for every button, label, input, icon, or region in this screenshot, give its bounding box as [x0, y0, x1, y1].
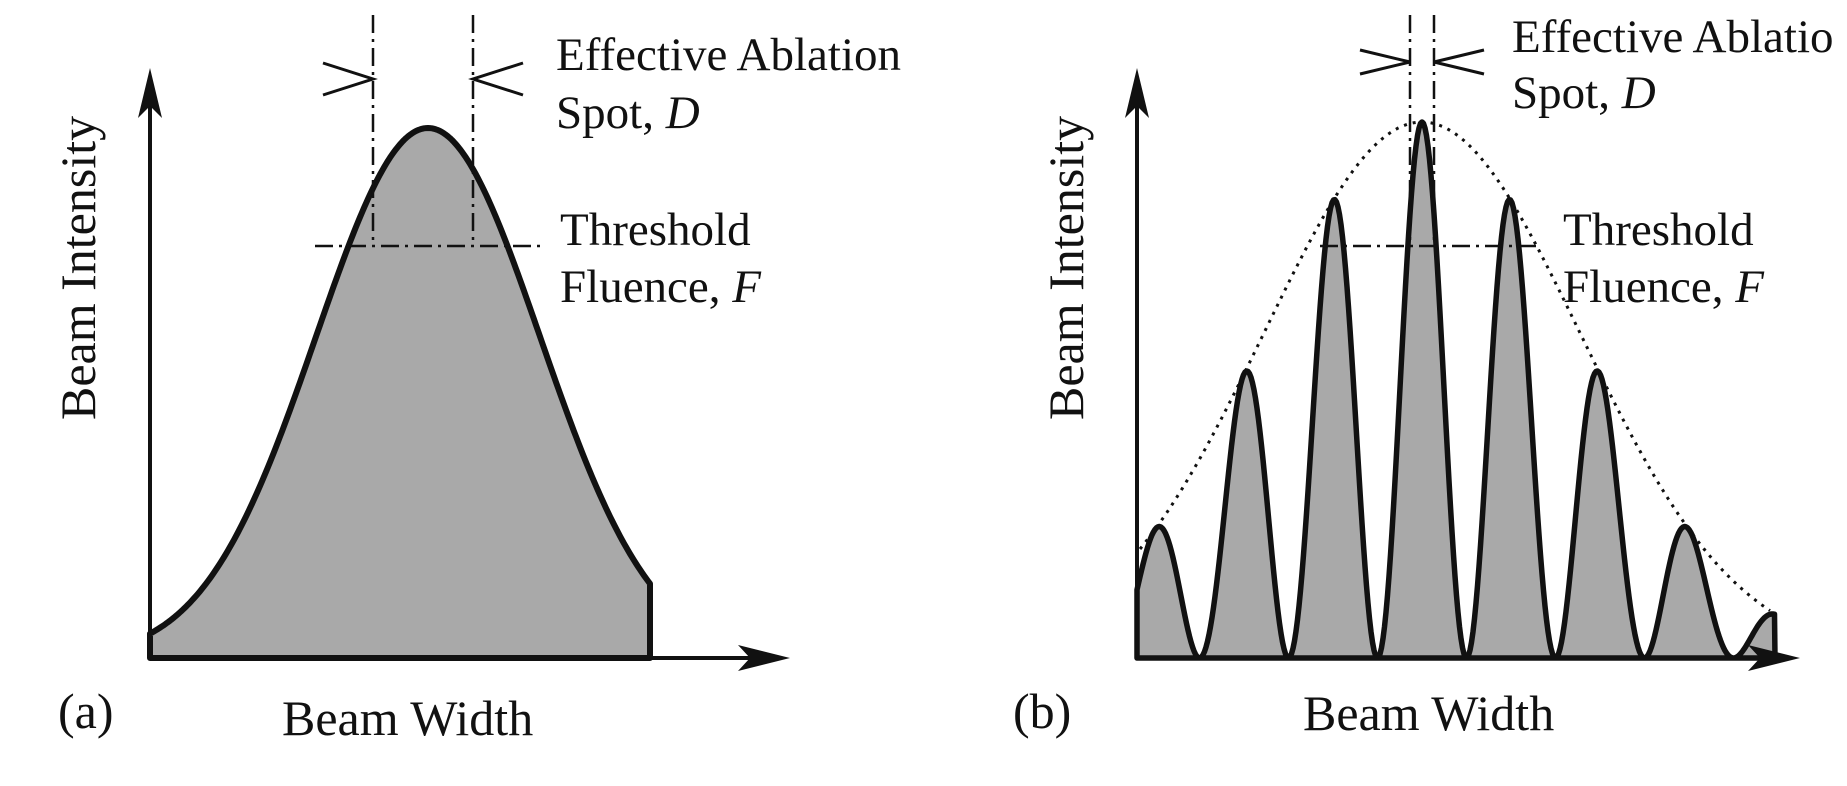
panel-a-threshold-annotation-prefix: Fluence,: [560, 261, 732, 313]
panel-b-threshold-annotation-var: F: [1734, 261, 1765, 313]
panel-a: Beam Intensity Beam Width (a) Effective …: [50, 15, 901, 746]
panel-a-y-axis-label: Beam Intensity: [50, 116, 106, 420]
panel-b-threshold-annotation-line1: Threshold: [1563, 204, 1754, 256]
panel-b-x-axis-label: Beam Width: [1303, 685, 1554, 741]
panel-a-spot-marker-left: [322, 61, 378, 97]
panel-a-spot-annotation-var: D: [665, 87, 700, 139]
panel-b-x-axis-arrow: [1748, 645, 1800, 671]
panel-a-threshold-annotation-line2: Fluence, F: [560, 261, 762, 313]
panel-b-spot-annotation-line2: Spot, D: [1512, 67, 1656, 119]
panel-a-spot-marker-right: [468, 61, 524, 97]
panel-a-spot-annotation-line1: Effective Ablation: [556, 29, 901, 81]
panel-b-threshold-annotation-line2: Fluence, F: [1563, 261, 1765, 313]
panel-b-threshold-annotation-prefix: Fluence,: [1563, 261, 1735, 313]
panel-a-panel-label: (a): [58, 683, 114, 739]
panel-a-beam-profile: [147, 125, 653, 661]
panel-a-x-axis-arrow: [738, 645, 790, 671]
panel-b-spot-annotation-line1: Effective Ablatio: [1512, 11, 1834, 63]
panel-a-threshold-annotation-var: F: [731, 261, 762, 313]
panel-b-y-axis-label: Beam Intensity: [1038, 116, 1094, 420]
panel-a-y-axis-arrow: [138, 68, 162, 118]
panel-b-panel-label: (b): [1013, 683, 1071, 739]
panel-a-threshold-annotation-line1: Threshold: [560, 204, 751, 256]
panel-a-spot-annotation-line2: Spot, D: [556, 87, 700, 139]
panel-a-spot-annotation-prefix: Spot,: [556, 87, 666, 139]
panel-b-spot-marker-left: [1359, 48, 1411, 76]
panel-b-spot-marker-right: [1433, 48, 1485, 76]
panel-a-x-axis-label: Beam Width: [282, 690, 533, 746]
panel-b: Beam Intensity Beam Width (b) Effective …: [1013, 11, 1834, 741]
panel-b-spot-annotation-var: D: [1621, 67, 1656, 119]
panel-b-spot-annotation-prefix: Spot,: [1512, 67, 1622, 119]
panel-b-beam-profile: [1134, 119, 1778, 661]
panel-b-y-axis-arrow: [1125, 68, 1149, 118]
